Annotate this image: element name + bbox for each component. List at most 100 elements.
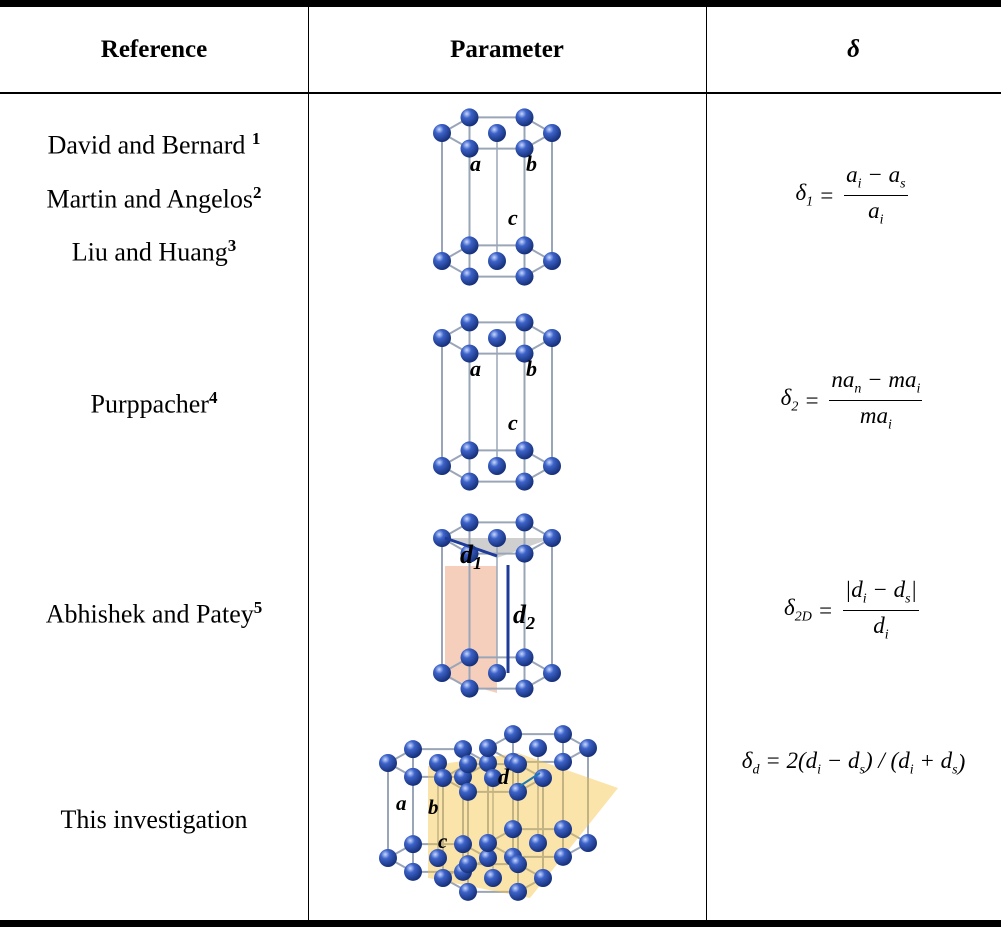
numerator: nan − mai bbox=[829, 367, 922, 401]
atom bbox=[509, 783, 527, 801]
atom bbox=[434, 769, 452, 787]
atom bbox=[461, 648, 479, 666]
atom bbox=[504, 725, 522, 743]
atom bbox=[461, 473, 479, 491]
formula-token: | bbox=[911, 577, 917, 602]
atom bbox=[404, 835, 422, 853]
label-base: b bbox=[526, 356, 537, 381]
atom bbox=[461, 268, 479, 286]
reference-line: This investigation bbox=[60, 796, 247, 843]
label-base: b bbox=[526, 151, 537, 176]
formula-token: − ds bbox=[867, 577, 911, 602]
atom bbox=[404, 768, 422, 786]
parameter-label: c bbox=[508, 410, 518, 435]
formula-base: δ bbox=[781, 385, 792, 410]
formula-equals: = bbox=[813, 183, 840, 209]
formula-base: − a bbox=[862, 162, 901, 187]
denominator: di bbox=[873, 611, 888, 644]
label-subscript: 1 bbox=[473, 553, 482, 573]
reference-name: Martin and Angelos bbox=[46, 184, 253, 213]
formula-base: ) / (d bbox=[865, 748, 910, 773]
denominator: ai bbox=[868, 196, 883, 229]
formula-token: − as bbox=[862, 162, 906, 187]
formula-base: − d bbox=[867, 577, 906, 602]
label-base: a bbox=[396, 791, 407, 815]
parameter-label: b bbox=[526, 151, 537, 176]
formula-base: − ma bbox=[861, 367, 916, 392]
formula-token: ai bbox=[868, 198, 883, 223]
fraction: |di − ds|di bbox=[843, 577, 919, 643]
atom bbox=[459, 855, 477, 873]
formula-subscript: i bbox=[885, 628, 889, 643]
atom bbox=[404, 740, 422, 758]
reference-cell: David and Bernard 1 Martin and Angelos2 Li… bbox=[0, 93, 308, 298]
atom bbox=[516, 236, 534, 254]
table-page: Reference Parameter δ David and Bernard … bbox=[0, 0, 1001, 929]
atom bbox=[461, 236, 479, 254]
atom bbox=[554, 848, 572, 866]
formula-subscript: i bbox=[916, 382, 920, 397]
formula-cell: δ2D = |di − ds|di bbox=[706, 503, 1001, 718]
atom bbox=[516, 680, 534, 698]
parameter-label: a bbox=[396, 791, 407, 815]
formula-token: − mai bbox=[861, 367, 920, 392]
atom bbox=[504, 820, 522, 838]
formula-subscript: 2D bbox=[795, 610, 812, 625]
atom bbox=[516, 513, 534, 531]
header-cell: Parameter bbox=[308, 7, 706, 92]
reference-name: Purppacher bbox=[91, 389, 209, 418]
reference-number: 3 bbox=[228, 236, 237, 255]
formula-token: ) / (di bbox=[865, 748, 914, 779]
parameter-label: d bbox=[498, 764, 510, 789]
atom bbox=[516, 648, 534, 666]
atom bbox=[543, 664, 561, 682]
reference-number: 5 bbox=[254, 598, 263, 617]
atom bbox=[529, 834, 547, 852]
label-base: d bbox=[498, 764, 510, 789]
reference-name: Abhishek and Patey bbox=[46, 599, 254, 628]
atom bbox=[579, 739, 597, 757]
atom bbox=[433, 457, 451, 475]
atom bbox=[433, 664, 451, 682]
reference-line: Abhishek and Patey5 bbox=[46, 584, 262, 638]
reference-number: 2 bbox=[253, 183, 262, 202]
reference-number: 1 bbox=[252, 129, 261, 148]
label-base: a bbox=[470, 356, 481, 381]
formula-base: − d bbox=[821, 748, 860, 773]
atom bbox=[516, 313, 534, 331]
reference-name: David and Bernard bbox=[48, 131, 252, 160]
formula-token: + ds bbox=[914, 748, 958, 779]
reference-name: Liu and Huang bbox=[72, 238, 228, 267]
atom bbox=[529, 739, 547, 757]
parameter-label: c bbox=[438, 829, 448, 853]
header-cell: δ bbox=[706, 7, 1001, 92]
formula-token: δ2 bbox=[781, 385, 799, 416]
reference-line: David and Bernard 1 bbox=[48, 115, 261, 169]
atom bbox=[461, 513, 479, 531]
formula-base: ) bbox=[958, 750, 966, 775]
bottom-rule bbox=[0, 920, 1001, 927]
atom bbox=[379, 754, 397, 772]
atom bbox=[579, 834, 597, 852]
formula-base: δ bbox=[795, 180, 806, 205]
atom bbox=[509, 855, 527, 873]
atom bbox=[554, 725, 572, 743]
reference-number: 4 bbox=[209, 388, 218, 407]
label-base: b bbox=[428, 795, 439, 819]
atom bbox=[516, 268, 534, 286]
reference-cell: Purppacher4 bbox=[0, 298, 308, 503]
formula-token: mai bbox=[860, 403, 892, 428]
reference-cell: This investigation bbox=[0, 718, 308, 920]
formula-token: nan bbox=[831, 367, 861, 392]
atom bbox=[433, 124, 451, 142]
label-subscript: 2 bbox=[525, 613, 535, 633]
header-cell: Reference bbox=[0, 7, 308, 92]
atom bbox=[461, 108, 479, 126]
atom bbox=[433, 329, 451, 347]
atom bbox=[543, 252, 561, 270]
formula-cell: δd = 2(di − ds) / (di + ds) bbox=[706, 718, 1001, 920]
parameter-label: a bbox=[470, 151, 481, 176]
atom bbox=[484, 869, 502, 887]
